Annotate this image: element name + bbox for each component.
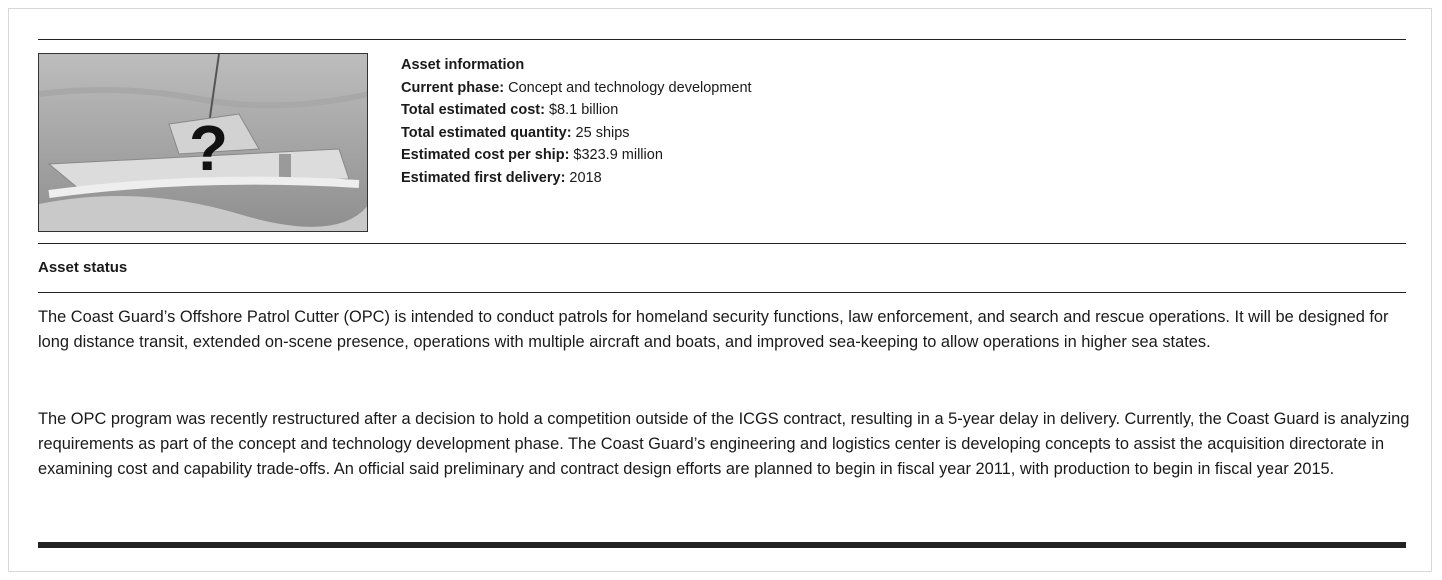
overlay-mark: ? <box>189 116 228 180</box>
mid-rule <box>38 243 1406 244</box>
info-row: Total estimated cost:$8.1 billion <box>401 99 752 122</box>
field-label: Current phase: <box>401 80 504 96</box>
field-label: Estimated cost per ship: <box>401 147 569 163</box>
field-value: 25 ships <box>576 125 630 141</box>
top-rule <box>38 39 1406 40</box>
field-value: 2018 <box>569 170 601 186</box>
asset-info: Asset information Current phase:Concept … <box>401 54 752 189</box>
info-title: Asset information <box>401 57 524 73</box>
field-value: $323.9 million <box>573 147 662 163</box>
field-label: Total estimated cost: <box>401 102 545 118</box>
status-rule <box>38 292 1406 293</box>
field-value: Concept and technology development <box>508 80 751 96</box>
field-label: Total estimated quantity: <box>401 125 572 141</box>
info-row: Total estimated quantity:25 ships <box>401 122 752 145</box>
field-value: $8.1 billion <box>549 102 618 118</box>
paragraph: The Coast Guard’s Offshore Patrol Cutter… <box>38 305 1413 355</box>
status-title: Asset status <box>38 259 127 276</box>
info-row: Estimated first delivery:2018 <box>401 167 752 190</box>
bottom-bar <box>38 542 1406 548</box>
field-label: Estimated first delivery: <box>401 170 565 186</box>
page: {"image": {"overlay": "?"}, "asset_infor… <box>0 0 1442 580</box>
info-row: Current phase:Concept and technology dev… <box>401 77 752 100</box>
ship-image: ? <box>38 53 368 232</box>
paragraph: The OPC program was recently restructure… <box>38 407 1413 482</box>
info-row: Estimated cost per ship:$323.9 million <box>401 144 752 167</box>
